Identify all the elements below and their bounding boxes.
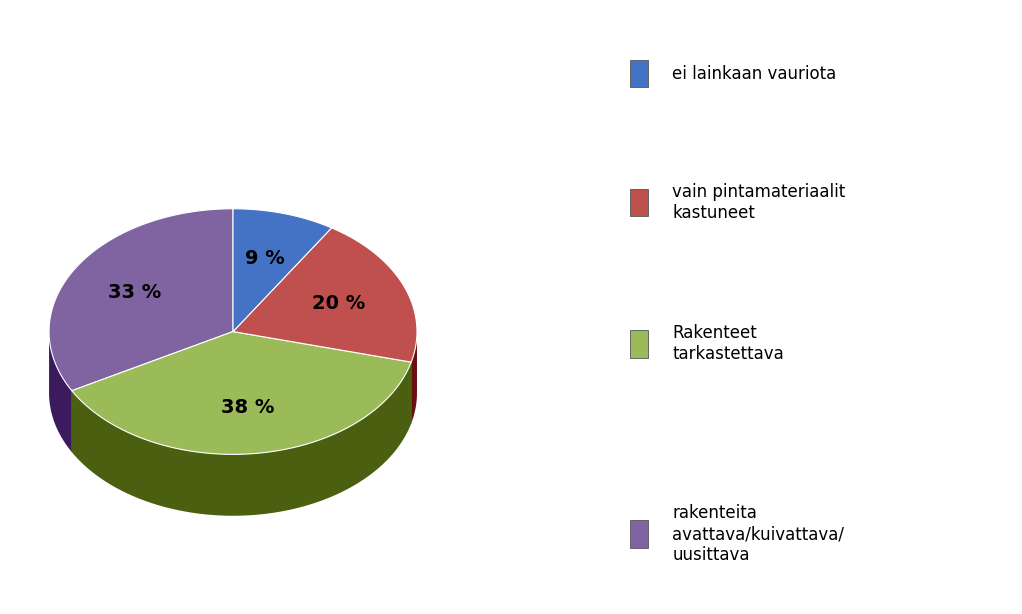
FancyBboxPatch shape bbox=[630, 60, 648, 87]
Polygon shape bbox=[233, 332, 411, 424]
Polygon shape bbox=[72, 332, 411, 454]
Polygon shape bbox=[72, 362, 411, 516]
Polygon shape bbox=[411, 332, 417, 424]
Polygon shape bbox=[233, 332, 411, 424]
FancyBboxPatch shape bbox=[630, 188, 648, 216]
Polygon shape bbox=[49, 209, 233, 391]
Text: 33 %: 33 % bbox=[108, 283, 161, 302]
Text: 20 %: 20 % bbox=[313, 294, 366, 313]
FancyBboxPatch shape bbox=[630, 520, 648, 548]
FancyBboxPatch shape bbox=[630, 330, 648, 357]
Polygon shape bbox=[233, 228, 417, 362]
Text: vain pintamateriaalit
kastuneet: vain pintamateriaalit kastuneet bbox=[672, 183, 846, 222]
Polygon shape bbox=[233, 209, 331, 332]
Text: rakenteita
avattava/kuivattava/
uusittava: rakenteita avattava/kuivattava/ uusittav… bbox=[672, 504, 844, 564]
Text: Rakenteet
tarkastettava: Rakenteet tarkastettava bbox=[672, 324, 784, 363]
Text: 38 %: 38 % bbox=[221, 398, 274, 416]
Polygon shape bbox=[72, 332, 233, 452]
Text: ei lainkaan vauriota: ei lainkaan vauriota bbox=[672, 64, 837, 83]
Polygon shape bbox=[49, 332, 72, 452]
Polygon shape bbox=[72, 332, 233, 452]
Text: 9 %: 9 % bbox=[245, 249, 285, 268]
